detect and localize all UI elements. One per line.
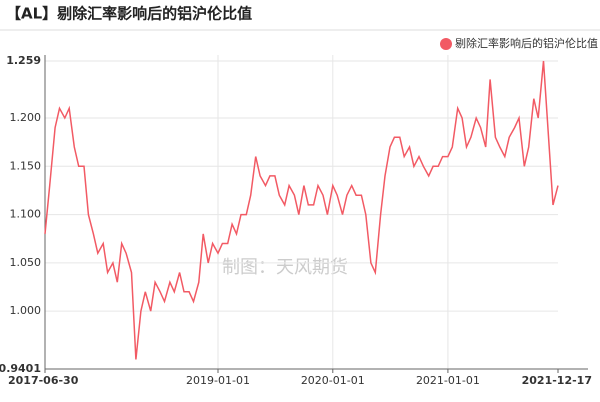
y-tick-label: 1.050 bbox=[10, 256, 42, 269]
watermark: 制图：天风期货 bbox=[222, 257, 348, 278]
y-tick-label: 1.000 bbox=[10, 304, 42, 317]
x-tick-label: 2017-06-30 bbox=[8, 374, 79, 387]
chart-title: 【AL】剔除汇率影响后的铝沪伦比值 bbox=[6, 5, 252, 23]
x-tick-label: 2020-01-01 bbox=[301, 374, 365, 387]
y-tick-label: 1.200 bbox=[10, 111, 42, 124]
legend-label: 剔除汇率影响后的铝沪伦比值 bbox=[455, 36, 598, 50]
y-tick-label: 1.100 bbox=[10, 208, 42, 221]
x-tick-label: 2021-01-01 bbox=[416, 374, 480, 387]
y-tick-label: 1.259 bbox=[6, 54, 41, 67]
legend-marker bbox=[440, 38, 452, 50]
x-tick-label: 2021-12-17 bbox=[522, 374, 592, 387]
y-tick-label: 1.150 bbox=[10, 159, 42, 172]
data-line bbox=[44, 60, 559, 360]
x-tick-label: 2019-01-01 bbox=[186, 374, 250, 387]
y-tick-label: 0.9401 bbox=[0, 362, 41, 375]
